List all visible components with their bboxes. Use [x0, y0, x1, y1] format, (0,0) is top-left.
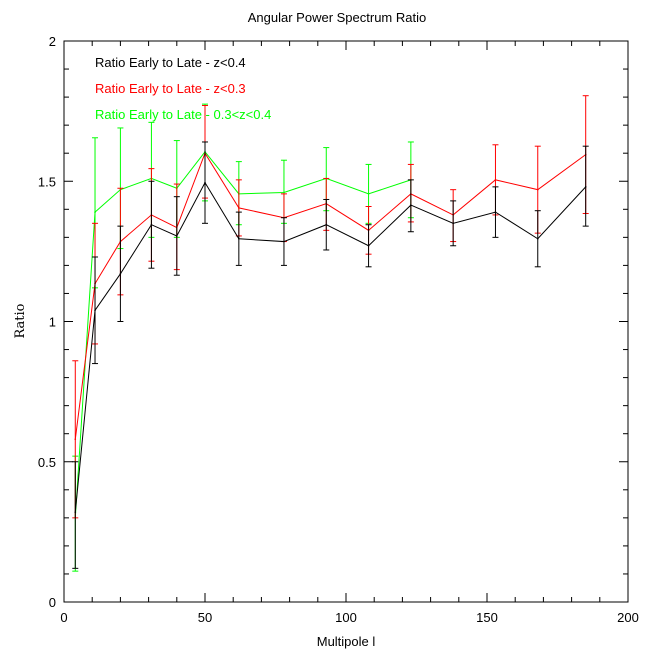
series-0: [72, 141, 589, 569]
x-axis-label: Multipole l: [317, 634, 376, 649]
data-point: [494, 179, 497, 181]
y-tick-label: 1.5: [38, 174, 56, 189]
data-point: [325, 223, 328, 226]
x-tick-label: 0: [60, 610, 67, 625]
data-point: [119, 273, 122, 275]
y-tick-label: 0: [49, 595, 56, 610]
legend-entry: Ratio Early to Late - 0.3<z<0.4: [95, 107, 271, 122]
data-point: [150, 223, 153, 226]
data-point: [367, 193, 370, 195]
x-tick-label: 50: [198, 610, 212, 625]
error-bar: [323, 198, 330, 251]
chart-title: Angular Power Spectrum Ratio: [248, 10, 426, 25]
error-bar: [450, 200, 457, 247]
series-line: [74, 150, 412, 518]
error-bar: [173, 196, 180, 276]
x-tick-label: 150: [476, 610, 498, 625]
legend-entry: Ratio Early to Late - z<0.4: [95, 55, 246, 70]
plot-frame: [63, 40, 629, 603]
data-point: [452, 222, 454, 225]
y-tick-label: 1: [49, 315, 56, 330]
data-point: [238, 237, 240, 240]
data-point: [367, 244, 370, 247]
data-point: [283, 191, 285, 194]
data-point: [536, 188, 539, 191]
error-bar: [92, 256, 99, 365]
x-tick-label: 100: [335, 610, 357, 625]
y-tick-label: 0.5: [38, 455, 56, 470]
error-bar: [582, 145, 589, 227]
error-bar: [117, 225, 124, 322]
data-point: [74, 511, 77, 514]
data-point: [204, 181, 206, 184]
y-axis-label: Ratio: [13, 303, 28, 338]
data-point: [494, 211, 497, 213]
series-layer: [72, 95, 589, 572]
data-point: [584, 186, 587, 188]
x-tick-label: 200: [617, 610, 639, 625]
error-bar: [202, 141, 208, 224]
error-bar: [492, 186, 499, 238]
error-bar: [148, 180, 155, 269]
data-point: [94, 309, 96, 312]
data-point: [536, 237, 539, 240]
error-bar: [280, 217, 287, 266]
series-2: [72, 103, 414, 572]
error-bar: [365, 224, 372, 268]
data-point: [74, 438, 77, 441]
data-point: [94, 211, 96, 213]
error-bar: [534, 210, 541, 268]
legend: Ratio Early to Late - z<0.4 Ratio Early t…: [95, 55, 271, 122]
data-point: [283, 240, 285, 243]
data-point: [176, 235, 178, 237]
series-1: [72, 95, 589, 519]
error-bar: [407, 179, 414, 233]
legend-entry: Ratio Early to Late - z<0.3: [95, 81, 246, 96]
error-bar: [72, 461, 79, 569]
axis-ticks: 0 50 100 150 200 0 0.5 1 1.5 2: [38, 34, 639, 625]
error-bar: [235, 211, 242, 266]
data-point: [410, 204, 412, 206]
y-tick-label: 2: [49, 34, 56, 49]
data-point: [238, 207, 240, 209]
